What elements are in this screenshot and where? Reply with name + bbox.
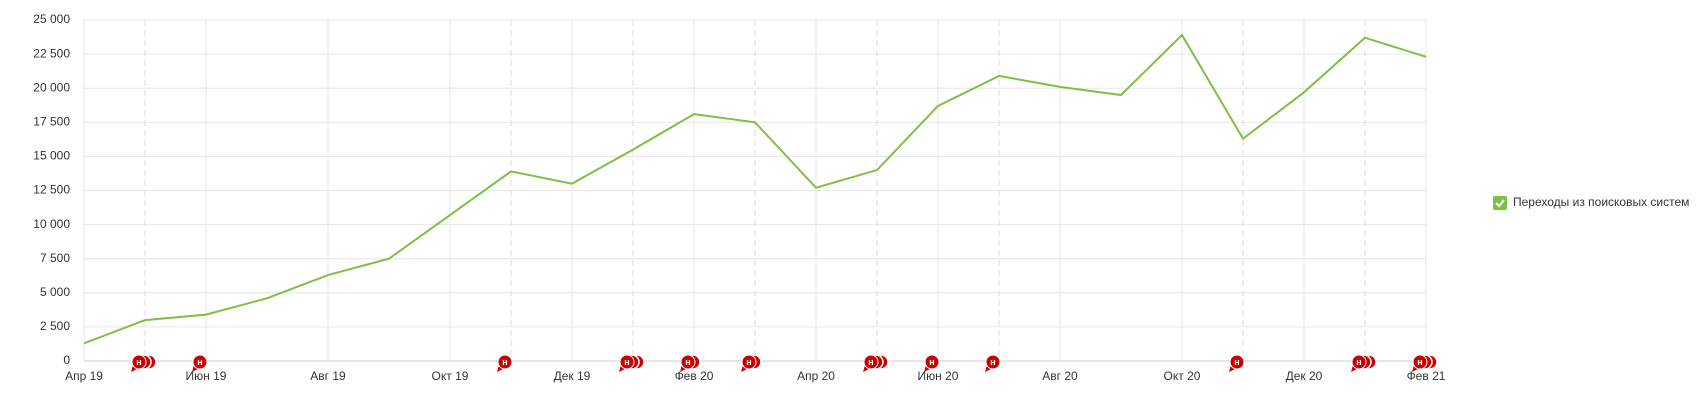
marker-bubble [1229,354,1245,370]
marker-label: н [990,357,995,367]
marker-tail [924,365,932,372]
y-tick-label: 17 500 [33,114,70,128]
marker-tail [1412,365,1420,372]
x-tick-label: Авг 19 [310,369,346,383]
marker-label: н [868,357,873,367]
y-tick-label: 12 500 [33,183,70,197]
marker-label: н [136,357,141,367]
marker-bubble [985,354,1001,370]
marker-tail [863,365,871,372]
x-tick-label: Окт 20 [1164,369,1201,383]
marker-tail [192,365,200,372]
marker-label: н [624,357,629,367]
x-tick-label: Авг 20 [1042,369,1078,383]
marker-bubble [680,354,696,370]
marker-bubble [863,354,879,370]
y-tick-label: 2 500 [40,319,70,333]
event-marker: н [741,354,762,372]
y-tick-label: 5 000 [40,285,70,299]
event-marker: н [192,354,208,372]
y-tick-label: 0 [63,353,70,367]
event-marker: н [1229,354,1245,372]
marker-label: н [746,357,751,367]
y-tick-label: 25 000 [33,12,70,26]
series-line [83,33,1427,345]
marker-bubble [741,354,757,370]
event-marker: н [924,354,940,372]
marker-tail [1351,365,1359,372]
marker-label: н [197,357,202,367]
marker-label: н [685,357,690,367]
marker-tail [1229,365,1237,372]
x-tick-label: Окт 19 [432,369,469,383]
x-tick-label: Дек 19 [554,369,591,383]
event-marker: н [985,354,1001,372]
event-marker: н [680,354,701,372]
marker-tail [497,365,505,372]
x-tick-label: Апр 20 [797,369,835,383]
x-tick-label: Фев 20 [675,369,714,383]
event-marker: н [497,354,513,372]
marker-bubble [192,354,208,370]
marker-label: н [1356,357,1361,367]
marker-tail [741,365,749,372]
event-marker: н [1351,354,1377,372]
x-tick-label: Апр 19 [65,369,103,383]
y-tick-label: 15 000 [33,149,70,163]
legend-check [1495,199,1505,208]
event-marker: н [619,354,645,372]
y-tick-label: 20 000 [33,80,70,94]
y-tick-label: 7 500 [40,251,70,265]
y-tick-label: 10 000 [33,217,70,231]
x-tick-label: Июн 20 [918,369,959,383]
marker-tail [131,365,139,372]
x-tick-label: Фев 21 [1407,369,1446,383]
marker-label: н [502,357,507,367]
marker-bubble [1351,354,1367,370]
marker-bubble [1412,354,1428,370]
event-marker: н [863,354,889,372]
marker-tail [680,365,688,372]
marker-bubble [619,354,635,370]
marker-tail [619,365,627,372]
legend-checkbox[interactable] [1493,196,1507,210]
y-tick-label: 22 500 [33,46,70,60]
marker-label: н [929,357,934,367]
marker-bubble [131,354,147,370]
marker-label: н [1417,357,1422,367]
x-tick-label: Дек 20 [1286,369,1323,383]
legend-label: Переходы из поисковых систем [1513,195,1689,209]
marker-tail [985,365,993,372]
event-marker: н [1412,354,1438,372]
marker-bubble [924,354,940,370]
x-tick-label: Июн 19 [186,369,227,383]
event-marker: н [131,354,157,372]
marker-label: н [1234,357,1239,367]
marker-bubble [497,354,513,370]
